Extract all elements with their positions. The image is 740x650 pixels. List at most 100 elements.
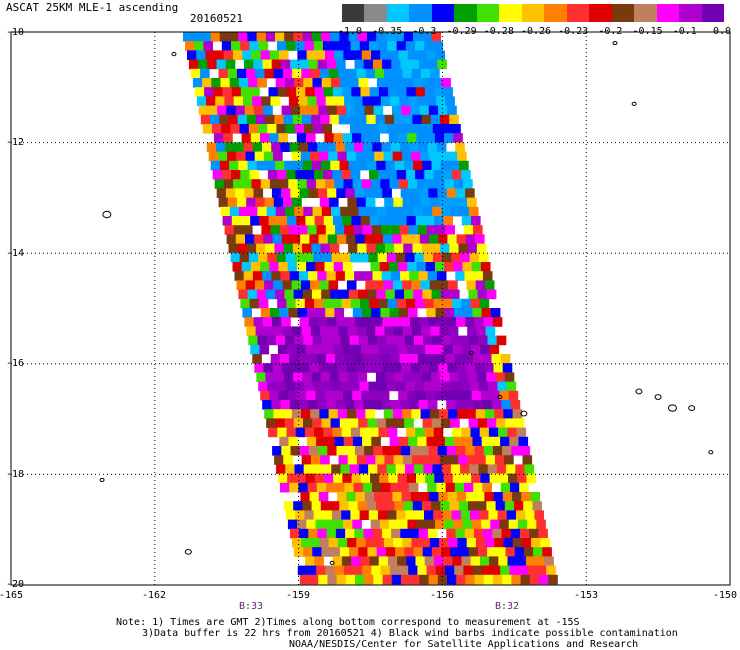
swath-cell	[343, 519, 353, 530]
swath-cell	[316, 482, 327, 493]
swath-cell	[366, 243, 377, 254]
swath-cell	[430, 197, 440, 208]
swath-cell	[315, 50, 326, 60]
swath-cell	[270, 354, 281, 364]
swath-cell	[511, 574, 521, 585]
swath-cell	[416, 473, 426, 484]
swath-cell	[210, 160, 221, 171]
swath-cell	[222, 216, 233, 226]
swath-cell	[390, 482, 400, 493]
swath-cell	[383, 409, 394, 419]
swath-cell	[413, 78, 424, 88]
swath-cell	[360, 556, 370, 566]
swath-cell	[287, 344, 297, 355]
swath-cell	[317, 271, 327, 281]
swath-cell	[227, 197, 238, 208]
swath-cell	[439, 409, 449, 419]
swath-cell	[275, 206, 286, 217]
swath-cell	[458, 455, 468, 465]
swath-cell	[244, 188, 254, 198]
swath-cell	[393, 197, 403, 208]
swath-cell	[470, 556, 481, 566]
swath-cell	[311, 372, 322, 382]
swath-cell	[352, 519, 362, 530]
swath-cell	[299, 528, 309, 539]
swath-cell	[338, 114, 349, 125]
swath-cell	[362, 482, 373, 493]
swath-cell	[251, 179, 262, 189]
swath-cell	[290, 59, 300, 70]
swath-cell	[500, 354, 511, 364]
swath-cell	[434, 133, 445, 143]
swath-cell	[386, 124, 397, 134]
swath-cell	[338, 326, 348, 336]
swath-cell	[505, 547, 516, 557]
swath-cell	[393, 409, 403, 419]
swath-cell	[407, 50, 418, 60]
swath-cell	[329, 372, 340, 382]
swath-cell	[325, 96, 336, 106]
swath-cell	[364, 234, 375, 244]
swath-cell	[449, 372, 460, 382]
swath-cell	[440, 114, 450, 125]
swath-cell	[214, 50, 225, 60]
swath-cell	[293, 289, 304, 300]
swath-cell	[293, 372, 303, 382]
swath-cell	[290, 105, 301, 116]
swath-cell	[505, 418, 515, 428]
swath-cell	[460, 381, 471, 392]
swath-cell	[321, 206, 332, 217]
swath-cell	[226, 234, 237, 244]
swath-cell	[378, 427, 389, 438]
swath-cell	[485, 409, 495, 419]
swath-cell	[260, 179, 271, 189]
swath-cell	[442, 170, 453, 180]
swath-cell	[356, 409, 366, 419]
swath-cell	[440, 372, 450, 382]
swath-cell	[213, 87, 223, 97]
swath-cell	[481, 436, 492, 447]
swath-cell	[479, 427, 490, 438]
swath-cell	[336, 574, 347, 585]
swath-cell	[435, 390, 445, 401]
swath-cell	[474, 446, 485, 456]
swath-cell	[250, 133, 261, 143]
swath-cell	[255, 197, 265, 208]
swath-cell	[296, 344, 306, 355]
swath-cell	[469, 381, 480, 392]
swath-cell	[459, 206, 470, 217]
swath-cell	[278, 473, 288, 484]
swath-cell	[477, 547, 488, 557]
swath-cell	[490, 519, 500, 530]
swath-cell	[404, 547, 414, 557]
swath-cell	[352, 50, 363, 60]
swath-cell	[467, 197, 477, 208]
swath-cell	[461, 298, 471, 309]
swath-cell	[429, 280, 440, 290]
swath-cell	[230, 252, 241, 263]
swath-cell	[319, 538, 330, 548]
swath-cell	[437, 188, 448, 198]
swath-cell	[235, 105, 246, 116]
swath-cell	[256, 243, 266, 254]
swath-cell	[323, 87, 334, 97]
swath-cell	[304, 381, 314, 392]
swath-cell	[416, 390, 427, 401]
swath-cell	[471, 216, 481, 226]
swath-cell	[400, 142, 410, 152]
swath-cell	[327, 446, 337, 456]
swath-cell	[371, 50, 381, 60]
swath-cell	[349, 418, 359, 428]
swath-cell	[316, 436, 326, 447]
swath-cell	[277, 41, 287, 51]
swath-cell	[462, 519, 473, 530]
swath-cell	[305, 216, 315, 226]
swath-cell	[489, 473, 500, 484]
swath-cell	[260, 390, 270, 401]
swath-cell	[477, 289, 488, 300]
swath-cell	[360, 427, 370, 438]
swath-cell	[358, 418, 368, 428]
swath-cell	[512, 409, 523, 419]
swath-cell	[301, 455, 312, 465]
swath-cell	[473, 482, 483, 493]
